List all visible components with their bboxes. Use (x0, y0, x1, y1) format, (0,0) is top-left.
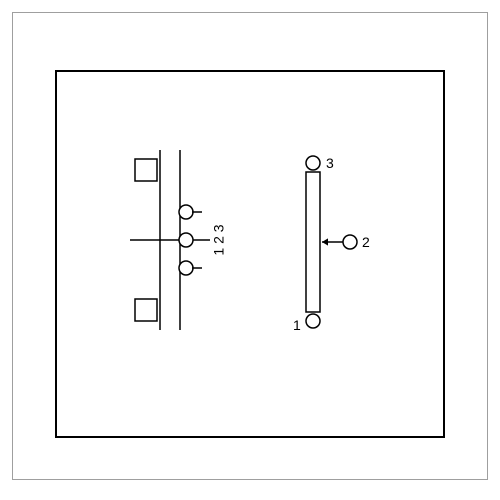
terminal-label-3: 3 (326, 155, 334, 171)
terminal-1 (306, 314, 320, 328)
diagram: 1 2 3 3 2 1 (0, 0, 500, 500)
wiper-arrow-head (322, 238, 328, 245)
circle-marker (179, 205, 193, 219)
terminal-label-2: 2 (362, 234, 370, 250)
left-labels: 1 2 3 (211, 224, 227, 255)
left-symbol: 1 2 3 (130, 150, 227, 330)
terminal-3 (306, 156, 320, 170)
square-marker (135, 299, 157, 321)
potentiometer-body (306, 172, 320, 312)
terminal-label-1: 1 (293, 317, 301, 333)
circle-marker (179, 233, 193, 247)
square-marker (135, 159, 157, 181)
right-symbol: 3 2 1 (293, 155, 370, 333)
terminal-2 (343, 235, 357, 249)
circle-marker (179, 261, 193, 275)
